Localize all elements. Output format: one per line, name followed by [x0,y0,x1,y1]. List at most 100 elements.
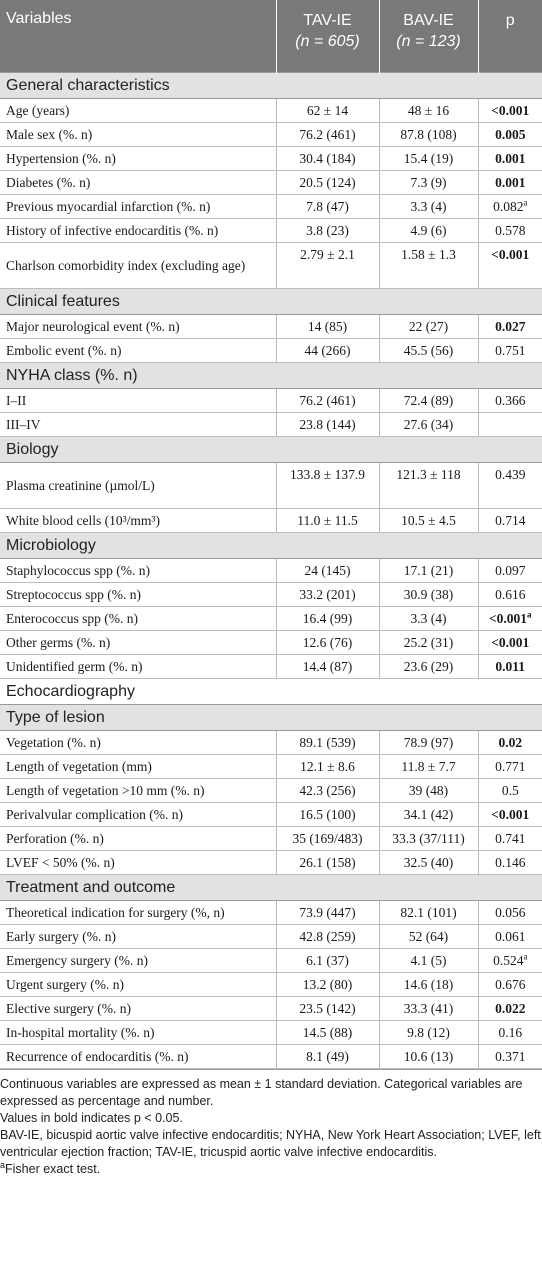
footnote-marker: a [523,197,528,208]
table-row: Length of vegetation >10 mm (%. n) 42.3 (… [0,778,542,803]
bav-cell: 78.9 (97) [378,730,478,755]
variable-cell-text: Vegetation (%. n) [6,735,101,750]
variable-cell-text: Streptococcus spp (%. n) [6,587,141,602]
section-title: NYHA class (%. n) [0,362,542,389]
bav-cell-text: 22 (27) [408,319,449,334]
p-cell-text: 0.771 [495,759,526,774]
table-row: Streptococcus spp (%. n) 33.2 (201) 30.9 (… [0,582,542,607]
tav-cell-text: 13.2 (80) [302,977,353,992]
section-title: Biology [0,436,542,463]
table-row: Hypertension (%. n) 30.4 (184) 15.4 (19) 0.… [0,146,542,171]
section-header: Microbiology [0,532,542,559]
footnote-continuous: Continuous variables are expressed as me… [0,1077,523,1108]
p-cell: 0.001 [477,170,542,195]
variable-cell: Major neurological event (%. n) [0,314,276,339]
tav-cell-text: 26.1 (158) [299,855,356,870]
p-cell: 0.5 [477,778,542,803]
section-header: NYHA class (%. n) [0,362,542,389]
p-cell-text: 0.676 [495,977,526,992]
p-cell-text: <0.001 [488,611,528,626]
p-cell: 0.02 [477,730,542,755]
variable-cell: Staphylococcus spp (%. n) [0,558,276,583]
variable-cell-text: Hypertension (%. n) [6,151,116,166]
p-cell: <0.001 [477,98,542,123]
variable-cell: Previous myocardial infarction (%. n) [0,194,276,219]
table-row: Diabetes (%. n) 20.5 (124) 7.3 (9) 0.001 [0,170,542,195]
bav-cell: 3.3 (4) [378,606,478,631]
section-title: Treatment and outcome [0,874,542,901]
p-cell: 0.771 [477,754,542,779]
tav-cell: 14 (85) [275,314,379,339]
tav-cell-text: 30.4 (184) [299,151,356,166]
bav-cell-text: 45.5 (56) [403,343,454,358]
variable-cell-text: Diabetes (%. n) [6,175,91,190]
table-body: General characteristics Age (years) 62 ± 1… [0,72,542,1069]
variable-cell: Enterococcus spp (%. n) [0,606,276,631]
p-cell: <0.001 [477,630,542,655]
bav-cell-text: 4.1 (5) [410,953,447,968]
bav-cell-text: 1.58 ± 1.3 [401,247,456,262]
bav-cell-text: 32.5 (40) [403,855,454,870]
bav-cell-text: 87.8 (108) [400,127,457,142]
table-row: Perforation (%. n) 35 (169/483) 33.3 (37/1… [0,826,542,851]
table-row: In-hospital mortality (%. n) 14.5 (88) 9.8… [0,1020,542,1045]
p-cell: 0.578 [477,218,542,243]
variable-cell-text: Emergency surgery (%. n) [6,953,148,968]
p-cell-text: 0.578 [495,223,526,238]
p-cell: 0.061 [477,924,542,949]
p-cell-text: 0.027 [495,319,526,334]
bav-cell: 48 ± 16 [378,98,478,123]
table-row: Male sex (%. n) 76.2 (461) 87.8 (108) 0.005 [0,122,542,147]
variable-cell-text: Length of vegetation (mm) [6,759,152,774]
bav-cell: 14.6 (18) [378,972,478,997]
variable-cell: Other germs (%. n) [0,630,276,655]
tav-cell: 76.2 (461) [275,122,379,147]
tav-cell: 11.0 ± 11.5 [275,508,379,533]
variable-cell-text: Elective surgery (%. n) [6,1001,131,1016]
variable-cell-text: Embolic event (%. n) [6,343,122,358]
bav-cell-text: 39 (48) [408,783,449,798]
bav-cell: 34.1 (42) [378,802,478,827]
tav-cell-text: 14.5 (88) [302,1025,353,1040]
bav-cell-text: 33.3 (37/111) [392,831,465,846]
variable-cell-text: Urgent surgery (%. n) [6,977,124,992]
variable-cell-text: Age (years) [6,103,70,118]
p-cell-text: 0.082 [493,199,524,214]
table-row: Age (years) 62 ± 14 48 ± 16 <0.001 [0,98,542,123]
tav-cell-text: 89.1 (539) [299,735,356,750]
p-cell: 0.714 [477,508,542,533]
bav-cell-text: 7.3 (9) [410,175,447,190]
variable-cell: Length of vegetation >10 mm (%. n) [0,778,276,803]
table-row: History of infective endocarditis (%. n)… [0,218,542,243]
bav-cell: 4.1 (5) [378,948,478,973]
p-cell-text: 0.616 [495,587,526,602]
p-cell: 0.001 [477,146,542,171]
p-cell-text: 0.022 [495,1001,526,1016]
table-row: Perivalvular complication (%. n) 16.5 (10… [0,802,542,827]
section-header: Type of lesion [0,704,542,731]
table-row: Enterococcus spp (%. n) 16.4 (99) 3.3 (4) <… [0,606,542,631]
p-cell: 0.011 [477,654,542,679]
variable-cell: Hypertension (%. n) [0,146,276,171]
table-row: III–IV 23.8 (144) 27.6 (34) [0,412,542,437]
bav-cell: 10.5 ± 4.5 [378,508,478,533]
variable-cell: Male sex (%. n) [0,122,276,147]
p-cell: 0.16 [477,1020,542,1045]
section-header: General characteristics [0,72,542,99]
variable-cell: Diabetes (%. n) [0,170,276,195]
p-cell-text: <0.001 [491,247,530,262]
variable-cell-text: Length of vegetation >10 mm (%. n) [6,783,205,798]
bav-cell: 10.6 (13) [378,1044,478,1069]
bav-cell: 3.3 (4) [378,194,478,219]
header-tav-n: (n = 605) [295,33,360,50]
p-cell: 0.097 [477,558,542,583]
section-header: Echocardiography [0,678,542,705]
bav-cell: 30.9 (38) [378,582,478,607]
table-row: Emergency surgery (%. n) 6.1 (37) 4.1 (5) 0… [0,948,542,973]
variable-cell-text: Major neurological event (%. n) [6,319,180,334]
variable-cell-text: Other germs (%. n) [6,635,111,650]
p-cell-text: 0.524 [493,953,524,968]
bav-cell: 52 (64) [378,924,478,949]
tav-cell-text: 16.4 (99) [302,611,353,626]
variable-cell: Charlson comorbidity index (excluding ag… [0,242,276,289]
